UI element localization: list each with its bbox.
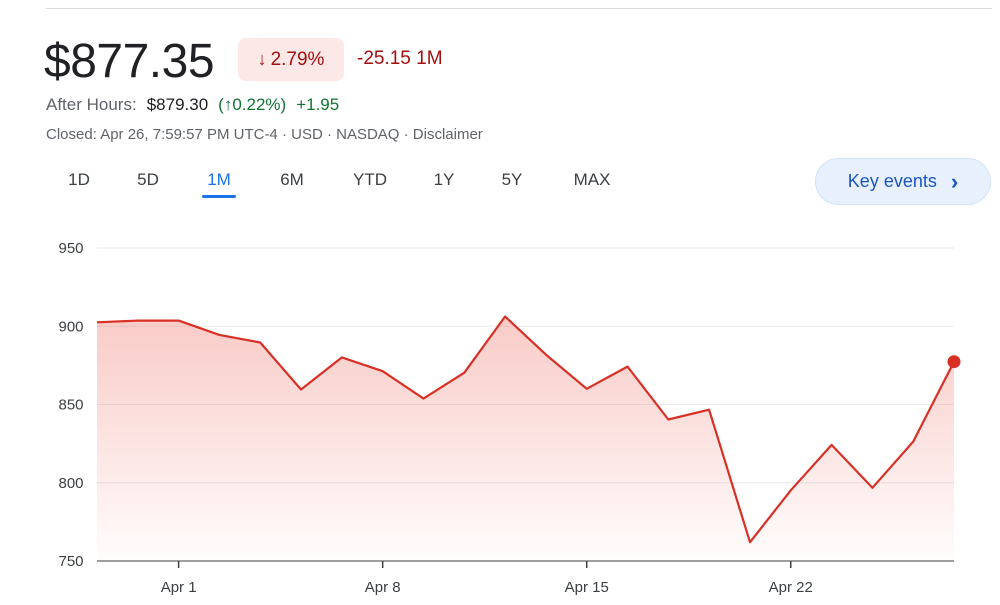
after-hours-row: After Hours: $879.30 (↑0.22%) +1.95 [46,95,339,115]
y-tick-label-900: 900 [58,318,83,335]
after-hours-price: $879.30 [146,95,209,114]
x-tick-label: Apr 22 [769,579,813,596]
change-period: 1M [416,48,443,69]
y-tick-label-750: 750 [58,553,83,570]
chevron-right-icon: › [950,168,959,194]
tab-5d[interactable]: 5D [137,170,159,189]
last-price-marker[interactable] [947,355,961,369]
change-percent: 2.79% [270,48,325,70]
y-axis-labels: 950 900 850 800 750 [58,240,83,570]
arrow-up-icon: ↑ [223,95,233,114]
tab-ytd[interactable]: YTD [353,170,387,189]
y-tick-label-850: 850 [58,397,83,414]
tab-6m[interactable]: 6M [280,170,304,189]
x-axis-ticks: Apr 1 Apr 8 Apr 15 Apr 22 [161,561,813,596]
after-hours-percent-value: 0.22% [232,95,281,114]
x-tick-label: Apr 15 [565,579,609,596]
key-events-button[interactable]: Key events › [815,158,991,205]
arrow-down-icon: ↓ [257,49,267,69]
after-hours-label: After Hours: [46,95,137,114]
x-tick-label: Apr 1 [161,579,197,596]
price-line [96,315,955,544]
price-area-fill [97,316,954,561]
top-divider [46,8,992,9]
y-tick-label-800: 800 [58,475,83,492]
tab-5y[interactable]: 5Y [501,170,523,189]
current-price: $877.35 [44,35,215,88]
after-hours-percent: (↑0.22%) [218,95,287,114]
tab-max[interactable]: MAX [573,170,611,189]
tab-1y[interactable]: 1Y [433,170,455,189]
market-status: Closed: Apr 26, 7:59:57 PM UTC-4 · USD ·… [46,126,483,143]
tab-1d[interactable]: 1D [68,170,90,189]
tab-1m[interactable]: 1M [207,170,231,189]
x-tick-label: Apr 8 [365,579,401,596]
change-amount: -25.15 1M [357,48,443,70]
active-tab-indicator [202,195,236,198]
y-tick-label-950: 950 [58,240,83,257]
price-chart[interactable]: 950 900 850 800 750 Apr 1 Apr 8 Apr 15 Apr 22 [0,225,1000,605]
change-amount-value: -25.15 [357,48,411,69]
after-hours-amount: +1.95 [296,95,340,114]
key-events-label: Key events [847,171,937,191]
change-percent-badge: ↓ 2.79% [238,38,344,81]
